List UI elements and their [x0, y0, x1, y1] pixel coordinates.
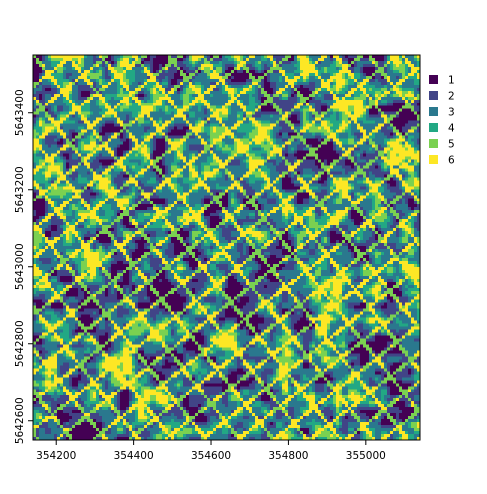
x-axis: 354200 354400 354600 354800 355000: [36, 440, 386, 462]
plot-frame: [32, 54, 421, 441]
y-axis: 5642600 5642800 5643000 5643200 5643400: [14, 89, 33, 444]
y-tick-label: 5643000: [14, 243, 26, 290]
legend-swatch: [429, 123, 438, 132]
class-raster: [33, 55, 420, 440]
raster-image: [33, 55, 420, 440]
x-tick-label: 355000: [346, 450, 386, 462]
legend-label: 3: [448, 107, 455, 119]
x-tick-label: 354600: [191, 450, 231, 462]
y-tick-label: 5643400: [14, 89, 26, 136]
y-tick-label: 5642600: [14, 397, 26, 444]
legend-label: 2: [448, 91, 455, 103]
legend-label: 4: [448, 123, 455, 135]
legend-swatch: [429, 155, 438, 164]
x-tick-label: 354400: [114, 450, 154, 462]
legend: 1 2 3 4 5 6: [429, 75, 455, 167]
legend-label: 6: [448, 155, 455, 167]
legend-swatch: [429, 91, 438, 100]
x-tick-label: 354800: [268, 450, 308, 462]
y-tick-label: 5643200: [14, 166, 26, 213]
legend-label: 1: [448, 75, 455, 87]
legend-swatch: [429, 107, 438, 116]
x-tick-label: 354200: [36, 450, 76, 462]
legend-swatch: [429, 139, 438, 148]
legend-swatch: [429, 75, 438, 84]
legend-label: 5: [448, 139, 455, 151]
y-tick-label: 5642800: [14, 320, 26, 367]
